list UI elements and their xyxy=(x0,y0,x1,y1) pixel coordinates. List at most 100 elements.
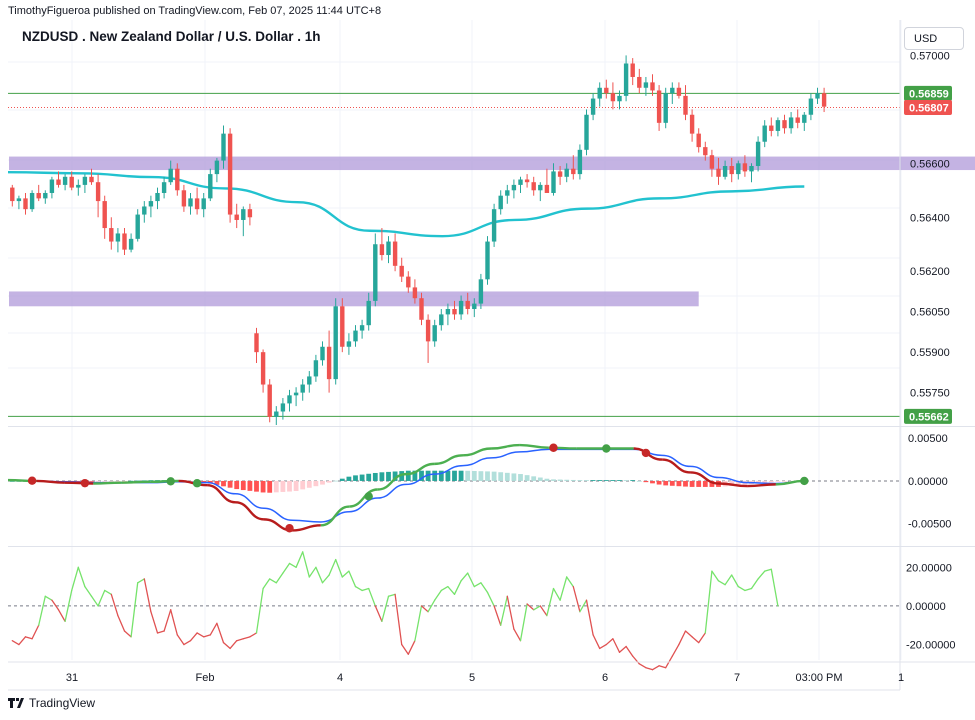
candle-body xyxy=(267,384,272,417)
candle-body xyxy=(683,95,688,115)
macd-histogram-bar xyxy=(518,474,523,481)
candle xyxy=(505,184,510,204)
time-axis[interactable]: 31 Feb 4 5 6 7 03:00 PM 1 xyxy=(66,672,904,684)
time-tick-label: Feb xyxy=(196,672,215,684)
oscillator-line-segment xyxy=(691,636,700,644)
oscillator-line-segment xyxy=(196,632,205,638)
oscillator-line-segment xyxy=(216,622,225,644)
candle xyxy=(564,163,569,183)
candle-body xyxy=(452,308,457,315)
candle xyxy=(610,82,616,110)
macd-histogram-bar xyxy=(287,480,292,492)
candle xyxy=(214,157,220,183)
macd-histogram-bar xyxy=(544,478,550,481)
candle-body xyxy=(10,187,15,202)
oscillator-line-segment xyxy=(31,624,40,640)
macd-line-segment xyxy=(178,479,208,487)
macd-line-segment xyxy=(406,462,435,476)
oscillator-line-segment xyxy=(321,574,330,584)
candle-body xyxy=(89,176,94,183)
oscillator-line-segment xyxy=(658,665,667,669)
candle xyxy=(181,184,187,212)
candle-body xyxy=(359,325,365,331)
oscillator-line-segment xyxy=(156,630,165,634)
oscillator-line-segment xyxy=(618,645,627,653)
candle xyxy=(115,228,121,253)
candle-body xyxy=(161,182,167,193)
oscillator-line-segment xyxy=(11,640,20,646)
macd-line-segment xyxy=(519,443,549,449)
candle xyxy=(10,184,15,207)
candle-body xyxy=(227,133,233,215)
candle xyxy=(531,176,536,196)
macd-histogram-bar xyxy=(247,480,253,491)
macd-histogram-bar xyxy=(551,479,556,481)
candle xyxy=(373,233,378,307)
candle xyxy=(386,236,391,264)
time-tick-label: 6 xyxy=(602,672,608,684)
oscillator-line-segment xyxy=(348,570,357,588)
oscillator-line-segment xyxy=(302,551,310,578)
zone-rect-1 xyxy=(9,291,699,307)
candle-body xyxy=(597,87,602,99)
currency-selector-button[interactable]: USD xyxy=(904,27,964,50)
macd-histogram-bar xyxy=(471,470,477,481)
symbol-title[interactable]: NZDUSD . New Zealand Dollar / U.S. Dolla… xyxy=(22,29,321,44)
macd-cross-marker-green xyxy=(364,492,373,501)
oscillator-line-segment xyxy=(150,611,159,634)
candle-body xyxy=(755,141,761,167)
candle-body xyxy=(313,360,319,377)
candle-body xyxy=(491,209,497,242)
candle-body xyxy=(168,168,173,183)
candle-body xyxy=(201,198,206,210)
candle xyxy=(36,184,41,202)
oscillator-line-segment xyxy=(387,593,396,597)
macd-line-segment xyxy=(235,501,265,521)
candle xyxy=(511,179,517,199)
oscillator-tick-label: 20.00000 xyxy=(906,562,952,574)
oscillator-line-segment xyxy=(711,570,720,582)
candle xyxy=(148,195,154,218)
candle-body xyxy=(511,184,517,191)
candle xyxy=(551,163,556,196)
macd-histogram-bar xyxy=(735,480,741,486)
candle xyxy=(313,354,319,382)
macd-cross-marker-green xyxy=(192,479,202,488)
oscillator-line-segment xyxy=(176,634,185,646)
macd-histogram-bar xyxy=(702,480,708,487)
oscillator-pane[interactable] xyxy=(8,551,900,671)
candle-body xyxy=(260,352,266,385)
oscillator-line-segment xyxy=(552,587,561,601)
macd-histogram-bar xyxy=(452,470,457,481)
candle xyxy=(161,176,167,199)
macd-histogram-bar xyxy=(412,470,418,481)
candle xyxy=(557,166,563,185)
candle-body xyxy=(333,306,338,380)
oscillator-line-segment xyxy=(420,605,429,613)
candle xyxy=(716,157,721,185)
oscillator-line-segment xyxy=(381,595,390,623)
candle-body xyxy=(610,93,616,102)
macd-histogram-bar xyxy=(326,480,332,483)
tradingview-footer[interactable]: TradingView xyxy=(8,696,95,710)
candle xyxy=(69,171,74,191)
candle xyxy=(234,203,239,229)
macd-histogram-bar xyxy=(689,480,695,487)
candlesticks[interactable] xyxy=(10,55,827,425)
price-axis[interactable]: 0.57000 0.56600 0.56400 0.56200 0.56050 0.559… xyxy=(904,50,956,652)
oscillator-line-segment xyxy=(414,605,423,642)
oscillator-line-segment xyxy=(84,585,93,597)
macd-histogram-bar xyxy=(696,480,702,487)
oscillator-line-segment xyxy=(724,574,733,586)
macd-pane[interactable] xyxy=(7,443,900,533)
oscillator-line-segment xyxy=(328,558,337,576)
macd-cross-marker-red xyxy=(27,476,37,485)
price-tick-label: 0.56200 xyxy=(910,266,950,278)
oscillator-line-segment xyxy=(731,574,739,588)
oscillator-line-segment xyxy=(401,643,409,655)
candle xyxy=(584,109,589,156)
candle-body xyxy=(736,163,741,175)
candle-body xyxy=(62,176,68,185)
oscillator-line-segment xyxy=(97,589,106,607)
